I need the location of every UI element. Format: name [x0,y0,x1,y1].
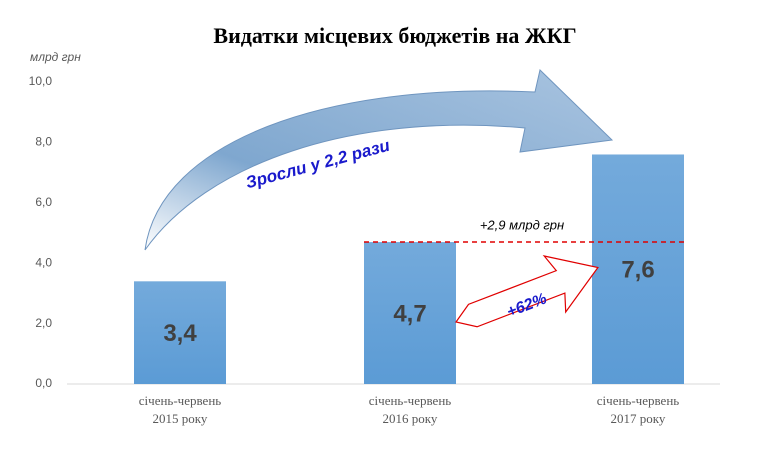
y-tick-label: 0,0 [35,376,52,390]
x-tick-label: січень-червень 2016 року [368,393,452,426]
chart-title: Видатки місцевих бюджетів на ЖКГ [213,23,576,48]
annotation: +2,9 млрд грн [480,217,564,232]
x-tick-label: січень-червень 2015 року [138,393,222,426]
x-tick-label: січень-червень 2017 року [596,393,680,426]
data-label: 3,4 [163,320,197,347]
y-tick-label: 4,0 [35,255,52,269]
y-tick-label: 8,0 [35,135,52,149]
y-axis-label: млрд грн [30,50,81,64]
y-tick-label: 6,0 [35,195,52,209]
bar [592,154,684,384]
data-label: 4,7 [393,300,426,327]
y-tick-label: 10,0 [29,74,53,88]
data-label: 7,6 [621,257,654,284]
y-tick-label: 2,0 [35,316,52,330]
percent-arrow [454,255,599,328]
bar [364,242,456,384]
growth-arrow [144,69,614,251]
bar [134,281,226,384]
